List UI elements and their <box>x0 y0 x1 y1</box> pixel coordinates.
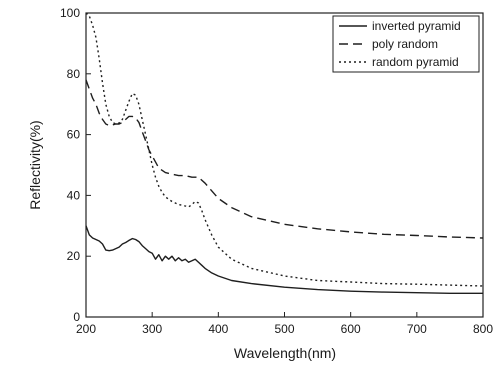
y-tick-label: 0 <box>73 310 80 324</box>
series-line-2 <box>85 12 484 287</box>
legend-label: poly random <box>372 37 438 51</box>
x-axis-ticks: 200 300 400 500 600 700 800 <box>76 312 493 336</box>
y-axis-title: Reflectivity(%) <box>27 120 43 209</box>
series-line-1 <box>85 79 484 239</box>
y-axis-ticks: 0 20 40 60 80 100 <box>60 6 91 324</box>
series-line-0 <box>85 225 483 294</box>
x-tick-label: 600 <box>341 322 361 336</box>
x-tick-label: 500 <box>274 322 294 336</box>
y-tick-label: 20 <box>67 249 81 263</box>
series-lines <box>85 12 484 294</box>
legend-label: inverted pyramid <box>372 19 461 33</box>
y-tick-label: 100 <box>60 6 80 20</box>
y-tick-label: 80 <box>67 67 81 81</box>
y-tick-label: 60 <box>67 128 81 142</box>
y-tick-label: 40 <box>67 188 81 202</box>
x-tick-label: 400 <box>208 322 228 336</box>
x-tick-label: 200 <box>76 322 96 336</box>
x-tick-label: 800 <box>473 322 493 336</box>
x-axis-title: Wavelength(nm) <box>234 345 336 361</box>
x-tick-label: 700 <box>407 322 427 336</box>
legend-label: random pyramid <box>372 55 459 69</box>
x-tick-label: 300 <box>142 322 162 336</box>
legend: inverted pyramid poly random random pyrami… <box>332 15 480 73</box>
